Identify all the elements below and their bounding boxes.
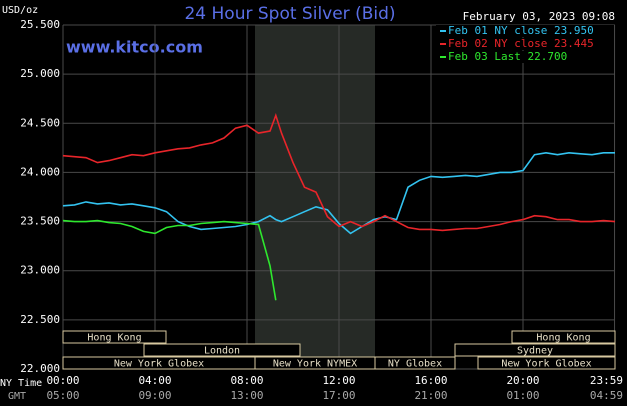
x-tick-label: 20:00 bbox=[506, 374, 539, 387]
shaded-session bbox=[255, 25, 375, 369]
session-label: Hong Kong bbox=[536, 333, 590, 344]
legend-label: Feb 01 NY close 23.950 bbox=[448, 24, 594, 37]
session-box: London bbox=[143, 343, 301, 357]
session-label: New York NYMEX bbox=[273, 359, 357, 370]
x2-tick-label: 21:00 bbox=[414, 389, 447, 402]
x2-tick-label: 01:00 bbox=[506, 389, 539, 402]
chart-title: 24 Hour Spot Silver (Bid) bbox=[184, 4, 395, 24]
session-rect bbox=[454, 343, 616, 357]
session-rect bbox=[511, 330, 616, 344]
session-rect bbox=[477, 356, 616, 370]
x2-tick-label: 17:00 bbox=[322, 389, 355, 402]
legend-label: Feb 03 Last 22.700 bbox=[448, 50, 567, 63]
y-axis-label: USD/oz bbox=[2, 5, 38, 16]
session-label: New York Globex bbox=[501, 359, 591, 370]
y-tick-label: 22.000 bbox=[20, 362, 60, 375]
session-rect bbox=[143, 343, 301, 357]
x2-tick-label: 13:00 bbox=[230, 389, 263, 402]
series-line bbox=[62, 219, 277, 301]
session-label: Sydney bbox=[517, 346, 553, 357]
session-box: Sydney bbox=[454, 343, 616, 357]
y-tick-label: 25.500 bbox=[20, 18, 60, 31]
series-line bbox=[62, 151, 615, 235]
x-tick-label: 00:00 bbox=[46, 374, 79, 387]
session-label: London bbox=[204, 346, 240, 357]
session-box: New York Globex bbox=[477, 356, 616, 370]
legend-label: Feb 02 NY close 23.445 bbox=[448, 37, 594, 50]
y-tick-label: 23.500 bbox=[20, 215, 60, 228]
y-tick-label: 23.000 bbox=[20, 264, 60, 277]
timestamp: February 03, 2023 09:08 bbox=[463, 10, 615, 23]
session-box: New York Globex bbox=[62, 356, 256, 370]
session-rect bbox=[374, 356, 456, 370]
x-tick-label: 23:59 bbox=[590, 374, 623, 387]
x2-tick-label: 09:00 bbox=[138, 389, 171, 402]
session-box: New York NYMEX bbox=[254, 356, 376, 370]
session-box: Hong Kong bbox=[62, 330, 167, 344]
session-label: NY Globex bbox=[388, 359, 442, 370]
x-tick-label: 04:00 bbox=[138, 374, 171, 387]
x-tick-label: 12:00 bbox=[322, 374, 355, 387]
session-rect bbox=[62, 330, 167, 344]
x2-axis-label: GMT bbox=[8, 391, 26, 402]
x-tick-label: 08:00 bbox=[230, 374, 263, 387]
session-label: New York Globex bbox=[114, 359, 204, 370]
session-box: NY Globex bbox=[374, 356, 456, 370]
y-tick-label: 25.000 bbox=[20, 67, 60, 80]
x-axis-label: NY Time bbox=[0, 378, 42, 389]
x-tick-label: 16:00 bbox=[414, 374, 447, 387]
x2-tick-label: 05:00 bbox=[46, 389, 79, 402]
legend-bg bbox=[436, 25, 614, 37]
legend-bg bbox=[436, 51, 614, 63]
series-line bbox=[62, 112, 616, 232]
y-tick-label: 22.500 bbox=[20, 313, 60, 326]
session-label: Hong Kong bbox=[87, 333, 141, 344]
x2-tick-label: 04:59 bbox=[590, 389, 623, 402]
y-tick-label: 24.500 bbox=[20, 116, 60, 129]
watermark: www.kitco.com bbox=[66, 38, 203, 57]
session-box: Hong Kong bbox=[511, 330, 616, 344]
y-tick-label: 24.000 bbox=[20, 165, 60, 178]
legend-bg bbox=[436, 38, 614, 50]
